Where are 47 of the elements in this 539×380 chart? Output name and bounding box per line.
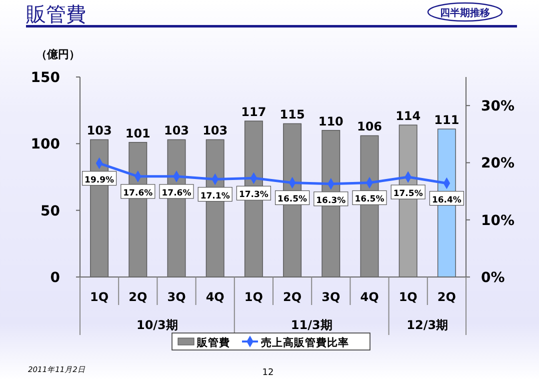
data-label: 17.1% [200,191,230,202]
y2-tick-label: 20% [481,156,515,172]
x-tick-label: 2Q [128,290,148,304]
x-tick-label: 1Q [398,290,418,304]
x-tick-label: 1Q [244,290,263,304]
y2-tick-label: 0% [481,270,505,286]
x-tick-label: 1Q [90,290,109,304]
y-tick-label: 100 [30,136,60,153]
data-label: 16.5% [278,194,308,205]
x-tick-label: 4Q [360,290,379,304]
x-tick-label: 3Q [167,290,186,304]
data-label: 19.9% [84,175,115,186]
data-label: 106 [356,120,382,134]
text: 四半期推移 [440,7,490,19]
y-tick-label: 150 [30,70,60,86]
data-label: 111 [434,113,460,127]
x-tick-label: 3Q [322,290,340,304]
y2-tick-label: 30% [481,98,515,115]
data-label: 117 [241,105,266,119]
data-label: 17.5% [393,189,424,199]
data-label: 17.6% [162,188,192,198]
y-tick-label: 50 [40,203,60,220]
x-tick-label: 4Q [206,290,224,304]
legend-label: 売上高販管費比率 [261,336,349,349]
y-tick-label: 0 [50,270,60,286]
data-label: 103 [164,124,190,138]
data-label: 115 [280,108,305,122]
text: 12 [262,368,274,378]
data-label: 114 [396,109,421,123]
text: 12/3期 [406,318,448,332]
data-label: 16.5% [354,194,385,205]
y2-tick-label: 10% [481,212,515,229]
data-label: 16.3% [316,196,346,206]
x-tick-label: 2Q [283,290,302,304]
data-label: 110 [318,114,344,128]
data-label: 16.4% [432,195,462,206]
text: 10/3期 [136,318,178,332]
data-label: 17.3% [238,190,269,200]
data-label: 103 [202,124,228,138]
legend-label: 販管費 [196,336,230,349]
chart-title: 販管費 [26,2,86,26]
text: 11/3期 [290,318,332,332]
data-label: 17.6% [123,188,154,198]
y-axis-title: （億円） [36,48,80,61]
data-label: 103 [86,124,112,138]
data-label: 101 [125,126,150,140]
x-tick-label: 2Q [437,290,456,304]
